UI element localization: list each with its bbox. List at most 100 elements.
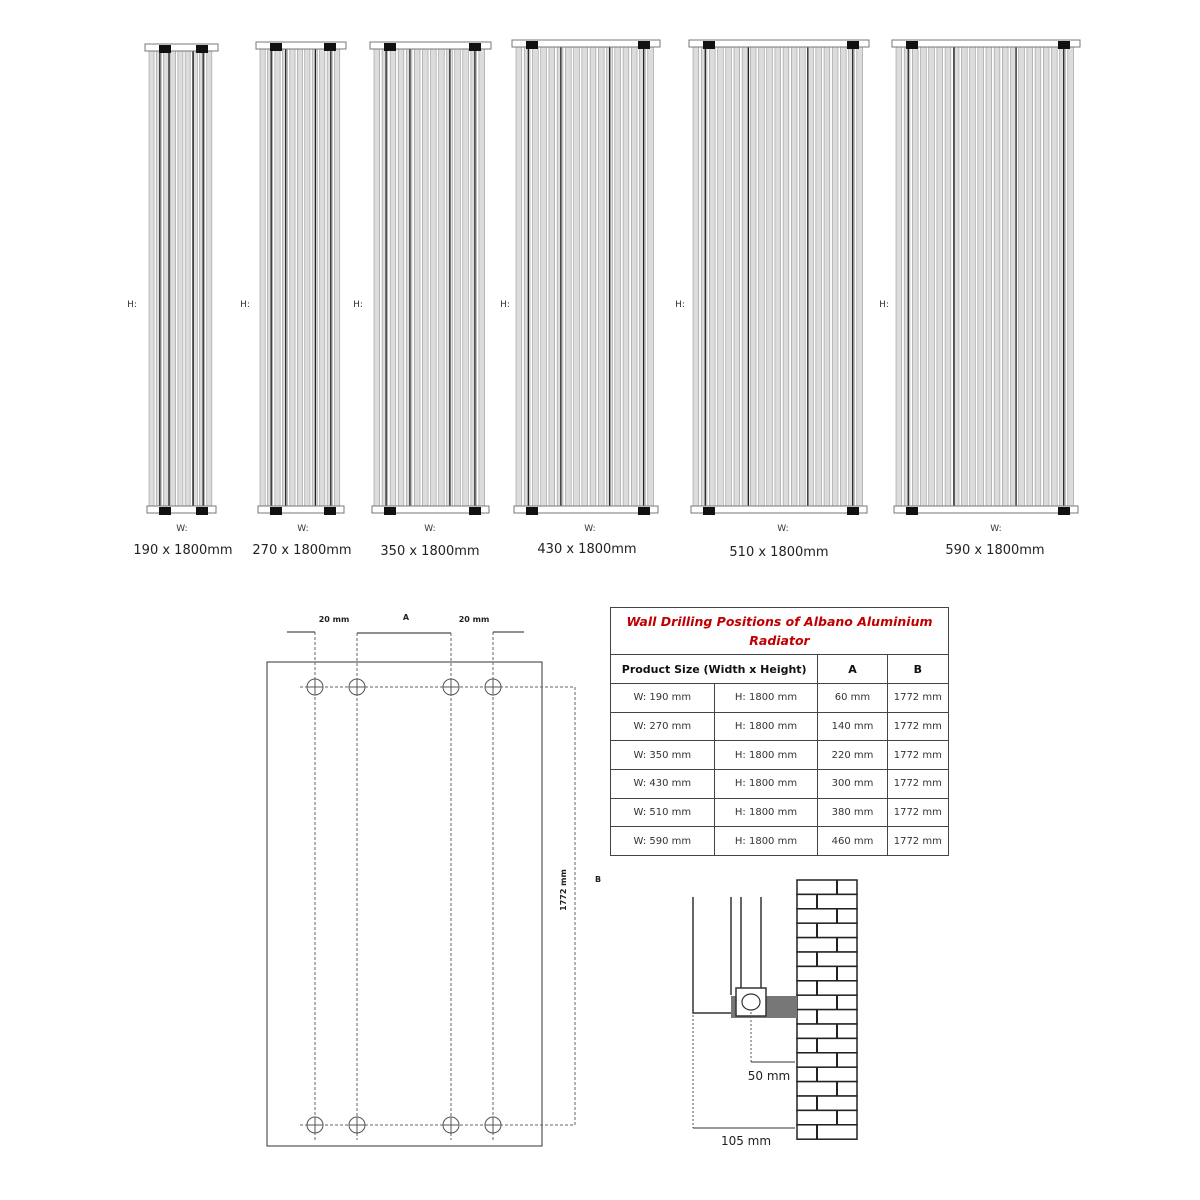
fin <box>556 45 564 509</box>
fin <box>478 47 485 509</box>
fin <box>717 45 724 509</box>
bracket-icon <box>906 507 918 515</box>
fin <box>630 45 638 509</box>
fin <box>397 47 405 509</box>
fin <box>454 47 461 509</box>
bracket-icon <box>1058 507 1070 515</box>
bracket-distance-label: 50 mm <box>748 1069 790 1083</box>
fin <box>422 47 429 509</box>
table-cell: 380 mm <box>817 797 888 828</box>
fin <box>462 47 469 509</box>
fin <box>515 45 523 509</box>
bracket-icon <box>384 507 396 515</box>
top-header <box>891 39 1081 48</box>
top-header <box>688 39 870 48</box>
fin <box>903 45 911 509</box>
fin <box>389 47 397 509</box>
fin <box>163 49 169 509</box>
fin <box>961 45 968 509</box>
fin <box>540 45 547 509</box>
radiator-6 <box>891 39 1081 515</box>
fin <box>622 45 630 509</box>
fin <box>782 45 790 509</box>
bracket-icon <box>638 41 650 49</box>
fin <box>848 45 855 509</box>
fin <box>1042 45 1050 509</box>
radiator-3 <box>369 41 492 515</box>
fin <box>532 45 539 509</box>
table-cell: 1772 mm <box>886 769 950 799</box>
table-cell: W: 430 mm <box>610 769 715 799</box>
bracket-icon <box>469 43 481 51</box>
size-caption: 350 x 1800mm <box>380 544 479 559</box>
table-cell: 1772 mm <box>886 797 950 828</box>
fin <box>944 45 952 509</box>
left-offset-label: 20 mm <box>319 615 350 624</box>
radiator-4 <box>511 39 661 515</box>
drilling-positions-table: Wall Drilling Positions of Albano Alumin… <box>609 607 950 857</box>
table-row: W: 510 mm H: 1800 mm 380 mm 1772 mm <box>610 797 950 828</box>
fin <box>381 47 389 509</box>
radiator-5 <box>688 39 870 515</box>
table-cell: H: 1800 mm <box>713 826 819 857</box>
fin <box>304 47 311 509</box>
bracket-icon <box>324 43 336 51</box>
fin <box>766 45 773 509</box>
fin <box>920 45 927 509</box>
fin <box>928 45 935 509</box>
fin <box>523 45 531 509</box>
header-b: B <box>886 654 950 684</box>
top-header <box>255 41 347 50</box>
table-cell: W: 270 mm <box>610 711 715 742</box>
table-cell: 1772 mm <box>886 740 950 771</box>
fin <box>177 49 184 509</box>
bracket-icon <box>270 507 282 515</box>
fin <box>840 45 847 509</box>
top-header <box>369 41 492 50</box>
table-row: W: 590 mm H: 1800 mm 460 mm 1772 mm <box>610 826 950 857</box>
fin <box>1059 45 1066 509</box>
fin <box>326 47 333 509</box>
height-label: H: <box>353 300 363 310</box>
a-label: A <box>403 613 410 622</box>
table-cell: W: 510 mm <box>610 797 715 828</box>
bottom-header <box>893 505 1079 514</box>
fin <box>289 47 296 509</box>
fin <box>319 47 326 509</box>
fin <box>895 45 903 509</box>
fin <box>807 45 814 509</box>
width-label: W: <box>990 524 1001 534</box>
fin <box>470 47 477 509</box>
fin <box>709 45 716 509</box>
table-row: W: 430 mm H: 1800 mm 300 mm 1772 mm <box>610 769 950 799</box>
bracket-icon <box>159 507 171 515</box>
fin <box>758 45 765 509</box>
size-caption: 190 x 1800mm <box>133 543 232 558</box>
table-cell: 1772 mm <box>886 826 950 857</box>
fin <box>1034 45 1042 509</box>
bracket-icon <box>847 507 859 515</box>
fin <box>750 45 757 509</box>
bracket-icon <box>906 41 918 49</box>
b-label: B <box>595 875 601 884</box>
fin <box>985 45 993 509</box>
table-cell: 1772 mm <box>886 683 950 713</box>
fin <box>430 47 437 509</box>
fin <box>831 45 839 509</box>
width-label: W: <box>777 524 788 534</box>
height-dimension-label: 1772 mm <box>559 869 568 911</box>
bottom-header <box>371 505 490 514</box>
bottom-header <box>146 505 217 514</box>
fin <box>1018 45 1025 509</box>
table-cell: 140 mm <box>817 711 888 742</box>
width-label: W: <box>584 524 595 534</box>
table-cell: W: 590 mm <box>610 826 715 857</box>
fin <box>274 47 281 509</box>
bracket-icon <box>384 43 396 51</box>
fin <box>598 45 605 509</box>
fin <box>799 45 806 509</box>
table-cell: 60 mm <box>817 683 888 713</box>
fin <box>614 45 621 509</box>
fin <box>155 49 162 509</box>
